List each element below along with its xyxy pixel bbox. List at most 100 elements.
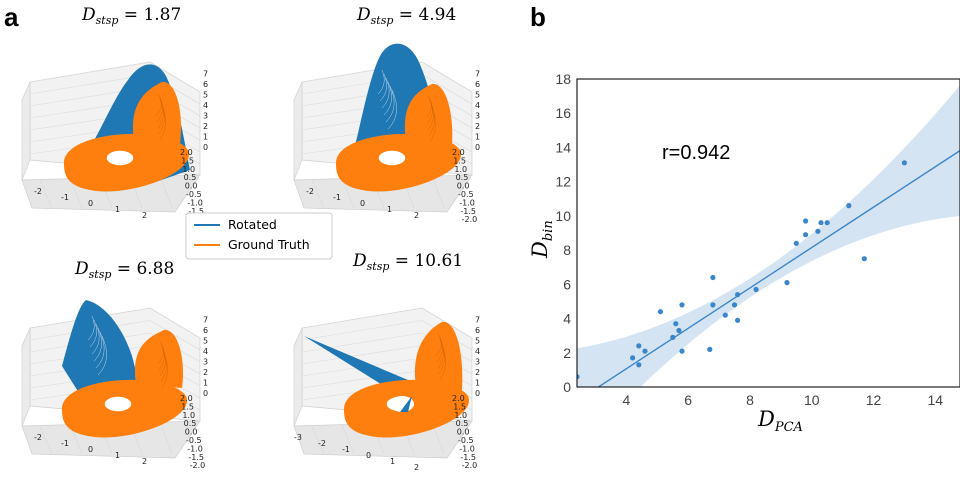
x-tick-label: 0 <box>88 199 93 208</box>
x-tick-label: -2 <box>318 439 326 448</box>
data-point <box>710 274 716 281</box>
gridline <box>421 74 473 105</box>
gridline <box>341 424 355 455</box>
y-tick-label: 0.5 <box>184 419 197 428</box>
z-tick-label: 3 <box>203 358 208 367</box>
x-label-sub: PCA <box>774 420 803 435</box>
z-tick-label: 5 <box>203 337 208 346</box>
y-tick-label: 18 <box>555 71 571 87</box>
plot-frame <box>576 78 960 388</box>
plot-area <box>577 85 960 387</box>
gridline <box>341 178 355 209</box>
panel-a-letter: a <box>4 2 19 32</box>
x-tick-label: 2 <box>414 463 419 472</box>
y-tick-label: 1.5 <box>453 156 466 165</box>
x-tick-label: -1 <box>342 445 350 454</box>
data-point <box>818 220 824 226</box>
x-tick-label: 2 <box>142 211 147 220</box>
x-tick-label: -1 <box>61 193 69 202</box>
y-tick-label: -0.5 <box>458 436 474 445</box>
data-point <box>636 343 642 349</box>
data-point <box>670 334 676 340</box>
title-sub: stsp <box>96 14 119 27</box>
gridline <box>421 61 473 93</box>
data-point <box>861 256 867 262</box>
rotated-trace <box>387 89 397 130</box>
rotated-trace <box>377 69 385 95</box>
gridline <box>39 179 53 209</box>
data-point <box>657 309 664 315</box>
z-tick-label: 5 <box>475 337 480 346</box>
y-tick-label: -2.0 <box>462 461 478 470</box>
y-tick-label: -0.5 <box>186 436 202 445</box>
y-tick-label: 8 <box>563 242 571 258</box>
data-point <box>710 302 716 308</box>
subplot-2: Dstsp = 4.94012345672.01.51.00.50.0-0.5-… <box>293 5 480 224</box>
x-tick-label: 6 <box>684 392 692 408</box>
wing-trace <box>436 336 443 363</box>
y-tick-label: -1.0 <box>187 198 203 207</box>
x-tick-label: 2 <box>142 457 147 466</box>
x-axis-label: DPCA <box>757 407 803 435</box>
rotated-trace <box>93 327 102 362</box>
wing-trace <box>157 99 164 129</box>
x-tick-label: -2 <box>306 187 314 196</box>
z-tick-label: 3 <box>475 358 480 367</box>
z-tick-label: 6 <box>475 80 480 89</box>
y-tick-label: -1.5 <box>460 453 476 462</box>
z-tick-label: 4 <box>475 101 480 110</box>
x-tick-label: 12 <box>866 392 882 408</box>
data-point <box>824 220 830 226</box>
data-point <box>673 321 679 327</box>
legend: Rotated Ground Truth <box>185 212 333 260</box>
data-point <box>803 232 809 238</box>
z-tick-label: 0 <box>203 389 208 398</box>
wing-trace <box>429 107 436 143</box>
title-base: D <box>352 251 367 271</box>
y-tick-label: 14 <box>555 139 571 155</box>
subplot-3: Dstsp = 6.88012345672.01.51.00.50.0-0.5-… <box>21 259 208 470</box>
z-tick-label: 4 <box>203 101 208 110</box>
title-sub: stsp <box>89 268 112 281</box>
title-base: D <box>356 5 371 25</box>
y-tick-label: -1.5 <box>188 207 204 216</box>
y-tick-label: 1.5 <box>181 156 194 165</box>
gridline <box>301 345 423 365</box>
subplot-title: Dstsp = 4.94 <box>356 5 456 27</box>
rotated-spike-tip <box>400 396 412 412</box>
z-tick-label: 3 <box>475 112 480 121</box>
y-tick-label: 0.0 <box>457 182 470 191</box>
pane-side <box>21 81 31 181</box>
y-tick-label: 6 <box>563 276 571 292</box>
y-tick-label: 16 <box>555 105 571 121</box>
y-label-base: D <box>528 241 552 259</box>
z-tick-label: 7 <box>203 70 208 79</box>
data-point <box>803 218 809 224</box>
x-tick-label: 0 <box>366 451 371 460</box>
gridline <box>149 307 201 339</box>
z-tick-label: 0 <box>475 143 480 152</box>
y-tick-label: 12 <box>555 174 571 190</box>
data-point <box>735 292 741 298</box>
x-tick-label: 10 <box>804 392 820 408</box>
y-tick-label: 1.0 <box>182 411 195 420</box>
gridline <box>311 425 325 455</box>
rotated-spike <box>304 336 408 396</box>
subplot-1: Dstsp = 1.87012345672.01.51.00.50.0-0.5-… <box>21 5 208 224</box>
z-tick-label: 0 <box>203 143 208 152</box>
y-tick-label: 2.0 <box>180 394 193 403</box>
x-tick-label: 1 <box>390 457 395 466</box>
x-tick-label: -2 <box>34 433 42 442</box>
wing-trace <box>161 353 168 389</box>
title-sub: stsp <box>367 260 390 273</box>
data-point <box>679 302 685 308</box>
z-tick-label: 5 <box>475 91 480 100</box>
y-tick-label: 1.0 <box>454 411 467 420</box>
data-point <box>577 374 580 380</box>
x-tick-label: 1 <box>115 451 120 460</box>
data-point <box>642 348 648 354</box>
wing-trace <box>437 339 444 369</box>
z-tick-label: 7 <box>475 316 480 325</box>
wing-trace <box>159 105 166 141</box>
wing-trace <box>159 347 166 377</box>
